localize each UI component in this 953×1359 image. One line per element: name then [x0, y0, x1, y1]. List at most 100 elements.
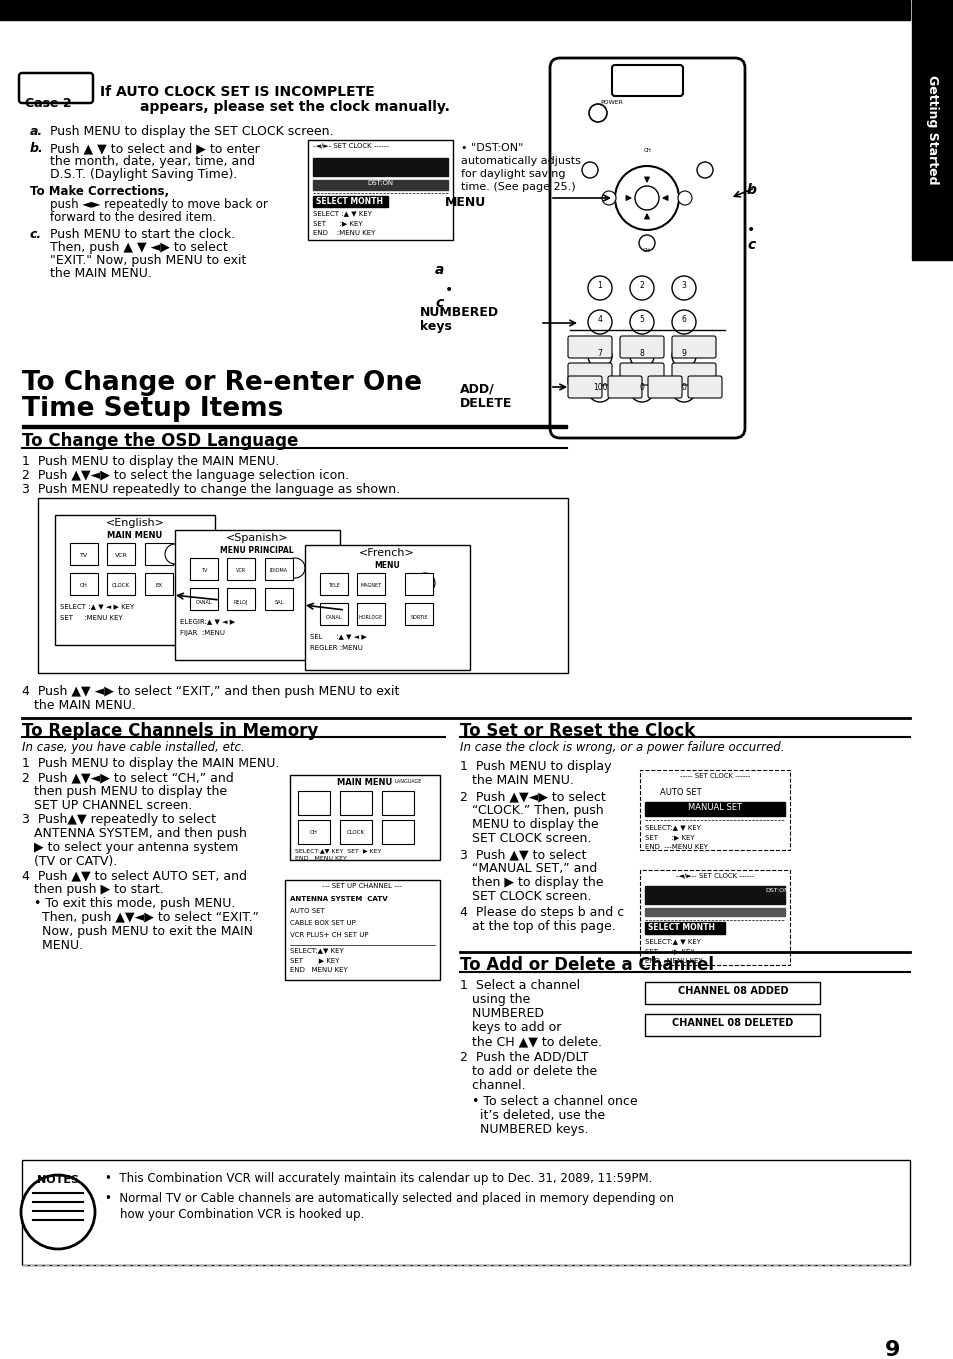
Text: using the: using the	[459, 993, 530, 1006]
Text: To Change the OSD Language: To Change the OSD Language	[22, 432, 298, 450]
Text: •  Normal TV or Cable channels are automatically selected and placed in memory d: • Normal TV or Cable channels are automa…	[105, 1192, 673, 1205]
Bar	[297, 819, 330, 844]
Text: CH: CH	[80, 583, 88, 588]
Text: CHANNEL 08 ADDED: CHANNEL 08 ADDED	[677, 987, 787, 996]
Text: Push ▲ ▼ to select and ▶ to enter: Push ▲ ▼ to select and ▶ to enter	[50, 141, 259, 155]
Text: 9: 9	[883, 1340, 899, 1359]
Text: 1  Push MENU to display the MAIN MENU.: 1 Push MENU to display the MAIN MENU.	[22, 455, 279, 467]
Circle shape	[165, 544, 185, 564]
Text: the MAIN MENU.: the MAIN MENU.	[22, 699, 135, 712]
Text: for daylight saving: for daylight saving	[460, 169, 565, 179]
Text: 1: 1	[597, 281, 601, 289]
Bar	[339, 791, 372, 815]
Circle shape	[21, 1176, 95, 1249]
Bar	[405, 603, 433, 625]
Text: LANGUAGE: LANGUAGE	[395, 779, 422, 784]
Text: SET       ▶ KEY: SET ▶ KEY	[290, 957, 339, 964]
Text: 2  Push ▲▼◄▶ to select “CH,” and: 2 Push ▲▼◄▶ to select “CH,” and	[22, 771, 233, 784]
Bar	[313, 196, 388, 207]
Bar	[644, 802, 784, 815]
Text: 4  Push ▲▼ ◄▶ to select “EXIT,” and then push MENU to exit: 4 Push ▲▼ ◄▶ to select “EXIT,” and then …	[22, 685, 399, 699]
FancyBboxPatch shape	[567, 363, 612, 385]
Bar	[339, 819, 372, 844]
Bar	[613, 413, 640, 427]
Text: NUMBERED: NUMBERED	[459, 1007, 543, 1021]
Text: DST:ON: DST:ON	[367, 179, 393, 186]
Circle shape	[671, 378, 696, 402]
Text: TV: TV	[80, 553, 88, 559]
Text: DELETE: DELETE	[459, 397, 512, 410]
Text: SET CLOCK screen.: SET CLOCK screen.	[459, 832, 591, 845]
Text: SORTIE: SORTIE	[410, 616, 427, 620]
Text: ELEGIR:▲ ▼ ◄ ▶: ELEGIR:▲ ▼ ◄ ▶	[180, 618, 234, 624]
Bar	[319, 603, 348, 625]
Text: AUTO SET: AUTO SET	[659, 788, 700, 796]
Text: push ◄► repeatedly to move back or: push ◄► repeatedly to move back or	[50, 198, 268, 211]
Text: then push MENU to display the: then push MENU to display the	[22, 786, 227, 798]
Circle shape	[678, 192, 691, 205]
Text: MENU to display the: MENU to display the	[459, 818, 598, 830]
Text: CLOCK: CLOCK	[347, 830, 365, 834]
Text: TELE: TELE	[328, 583, 339, 588]
Circle shape	[588, 105, 606, 122]
Text: then push ▶ to start.: then push ▶ to start.	[22, 883, 164, 896]
Text: the month, date, year, time, and: the month, date, year, time, and	[50, 155, 254, 169]
Text: MENU: MENU	[444, 196, 486, 209]
Text: To Make Corrections,: To Make Corrections,	[30, 185, 169, 198]
Text: AUTO SET: AUTO SET	[290, 908, 324, 915]
Bar	[70, 573, 98, 595]
Text: <English>: <English>	[106, 518, 164, 529]
Text: CHANNEL 08 DELETED: CHANNEL 08 DELETED	[672, 1018, 793, 1027]
Circle shape	[601, 192, 616, 205]
Text: VCR PLUS+ CH SET UP: VCR PLUS+ CH SET UP	[290, 932, 368, 938]
Circle shape	[671, 310, 696, 334]
Circle shape	[629, 310, 654, 334]
Text: EX: EX	[155, 583, 162, 588]
Text: Now, push MENU to exit the MAIN: Now, push MENU to exit the MAIN	[22, 925, 253, 938]
Circle shape	[639, 235, 655, 251]
Text: 4  Push ▲▼ to select AUTO SET, and: 4 Push ▲▼ to select AUTO SET, and	[22, 868, 247, 882]
Circle shape	[581, 162, 598, 178]
Text: 9: 9	[680, 349, 686, 357]
Text: -◄/►-- SET CLOCK ------: -◄/►-- SET CLOCK ------	[675, 872, 754, 879]
Text: NUMBERED keys.: NUMBERED keys.	[459, 1123, 588, 1136]
Circle shape	[587, 310, 612, 334]
Circle shape	[629, 276, 654, 300]
Text: HORLOGE: HORLOGE	[358, 616, 383, 620]
Text: CH: CH	[310, 830, 317, 834]
Bar	[22, 1161, 909, 1265]
Text: forward to the desired item.: forward to the desired item.	[50, 211, 216, 224]
Text: ▶ to select your antenna system: ▶ to select your antenna system	[22, 841, 238, 853]
Text: 100: 100	[592, 383, 607, 391]
Text: “CLOCK.” Then, push: “CLOCK.” Then, push	[459, 805, 603, 817]
Circle shape	[587, 378, 612, 402]
Bar	[639, 771, 789, 849]
Bar	[297, 791, 330, 815]
Circle shape	[629, 378, 654, 402]
Text: Then, push ▲ ▼ ◄▶ to select: Then, push ▲ ▼ ◄▶ to select	[50, 241, 228, 254]
Text: REGLER :MENU: REGLER :MENU	[310, 646, 362, 651]
Text: END  ---MENU KEY: END ---MENU KEY	[644, 844, 707, 849]
Bar	[305, 545, 470, 670]
Text: FIJAR  :MENU: FIJAR :MENU	[180, 631, 225, 636]
Text: D.S.T. (Daylight Saving Time).: D.S.T. (Daylight Saving Time).	[50, 169, 237, 181]
Text: --- SET UP CHANNEL ---: --- SET UP CHANNEL ---	[322, 883, 401, 889]
Text: 1  Select a channel: 1 Select a channel	[459, 978, 579, 992]
Text: 3: 3	[680, 281, 686, 289]
Circle shape	[671, 276, 696, 300]
Text: “MANUAL SET,” and: “MANUAL SET,” and	[459, 862, 597, 875]
Text: MENU PRINCIPAL: MENU PRINCIPAL	[220, 546, 294, 554]
Text: "EXIT." Now, push MENU to exit: "EXIT." Now, push MENU to exit	[50, 254, 246, 266]
Text: 4: 4	[597, 315, 601, 323]
Text: ----- SET CLOCK ------: ----- SET CLOCK ------	[679, 773, 749, 779]
Bar	[290, 775, 439, 860]
FancyBboxPatch shape	[607, 376, 641, 398]
Text: MENU: MENU	[374, 561, 399, 569]
FancyBboxPatch shape	[550, 58, 744, 438]
Text: SET      :▶ KEY: SET :▶ KEY	[644, 949, 694, 954]
Text: keys: keys	[419, 319, 452, 333]
Text: 8: 8	[639, 349, 643, 357]
Text: If AUTO CLOCK SET IS INCOMPLETE: If AUTO CLOCK SET IS INCOMPLETE	[100, 86, 375, 99]
Text: • To select a channel once: • To select a channel once	[459, 1095, 637, 1108]
Text: keys to add or: keys to add or	[459, 1021, 560, 1034]
